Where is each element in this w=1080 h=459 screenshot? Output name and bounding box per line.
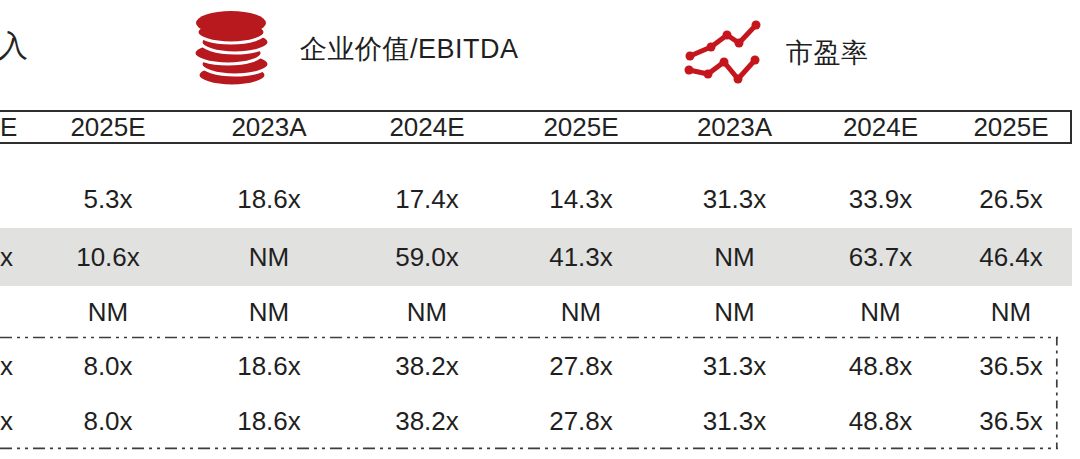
table-cell: NM xyxy=(350,297,504,328)
header-cell: 2023A xyxy=(188,112,350,143)
table-row: 5.3x 18.6x 17.4x 14.3x 31.3x 33.9x 26.5x xyxy=(0,144,1072,228)
table-cell: 27.8x xyxy=(504,406,658,437)
legend-label-pe-ratio: 市盈率 xyxy=(786,35,869,71)
table-cell: NM xyxy=(188,242,350,273)
table-cell: 31.3x xyxy=(658,351,811,382)
valuation-table-screenshot: 入 企业价值/EBITDA 市盈率 xyxy=(0,0,1080,459)
table-cell: NM xyxy=(811,297,950,328)
table-cell: 8.0x xyxy=(28,351,188,382)
table-row-highlighted: x 10.6x NM 59.0x 41.3x NM 63.7x 46.4x xyxy=(0,228,1072,286)
table-cell: 36.5x xyxy=(950,406,1072,437)
valuation-table: E 2025E 2023A 2024E 2025E 2023A 2024E 20… xyxy=(0,110,1072,448)
table-cell: 10.6x xyxy=(28,242,188,273)
table-cell-partial: x xyxy=(0,406,28,437)
table-header-row: E 2025E 2023A 2024E 2025E 2023A 2024E 20… xyxy=(0,110,1072,144)
table-cell: NM xyxy=(28,297,188,328)
header-cell: 2023A xyxy=(658,112,811,143)
table-cell: NM xyxy=(504,297,658,328)
coins-icon xyxy=(193,6,271,88)
table-row: NM NM NM NM NM NM NM xyxy=(0,286,1072,338)
header-cell-partial: E xyxy=(0,112,28,143)
header-cell: 2025E xyxy=(950,112,1072,143)
header-cell: 2024E xyxy=(811,112,950,143)
table-cell: 63.7x xyxy=(811,242,950,273)
table-cell: 48.8x xyxy=(811,406,950,437)
table-row: x 8.0x 18.6x 38.2x 27.8x 31.3x 48.8x 36.… xyxy=(0,338,1072,394)
table-cell: NM xyxy=(950,297,1072,328)
table-cell: 48.8x xyxy=(811,351,950,382)
trend-lines-icon xyxy=(678,12,762,92)
table-cell: 31.3x xyxy=(658,184,811,215)
table-cell: 18.6x xyxy=(188,184,350,215)
table-cell-partial: x xyxy=(0,242,28,273)
legend-label-ev-ebitda: 企业价值/EBITDA xyxy=(300,31,519,67)
table-cell: 38.2x xyxy=(350,351,504,382)
table-cell: 38.2x xyxy=(350,406,504,437)
table-cell: 26.5x xyxy=(950,184,1072,215)
table-cell: NM xyxy=(658,297,811,328)
table-cell: 18.6x xyxy=(188,406,350,437)
header-cell: 2024E xyxy=(350,112,504,143)
table-cell: 17.4x xyxy=(350,184,504,215)
table-cell: 27.8x xyxy=(504,351,658,382)
table-cell: 5.3x xyxy=(28,184,188,215)
table-cell: 36.5x xyxy=(950,351,1072,382)
table-cell: 41.3x xyxy=(504,242,658,273)
table-cell: 31.3x xyxy=(658,406,811,437)
table-cell: NM xyxy=(658,242,811,273)
table-cell: 8.0x xyxy=(28,406,188,437)
legend-label-partial: 入 xyxy=(0,26,28,67)
header-cell: 2025E xyxy=(504,112,658,143)
table-row: x 8.0x 18.6x 38.2x 27.8x 31.3x 48.8x 36.… xyxy=(0,394,1072,448)
table-cell: 46.4x xyxy=(950,242,1072,273)
table-cell: 18.6x xyxy=(188,351,350,382)
table-cell: 33.9x xyxy=(811,184,950,215)
table-cell: 59.0x xyxy=(350,242,504,273)
table-cell-partial: x xyxy=(0,351,28,382)
header-cell: 2025E xyxy=(28,112,188,143)
table-cell: NM xyxy=(188,297,350,328)
table-cell: 14.3x xyxy=(504,184,658,215)
